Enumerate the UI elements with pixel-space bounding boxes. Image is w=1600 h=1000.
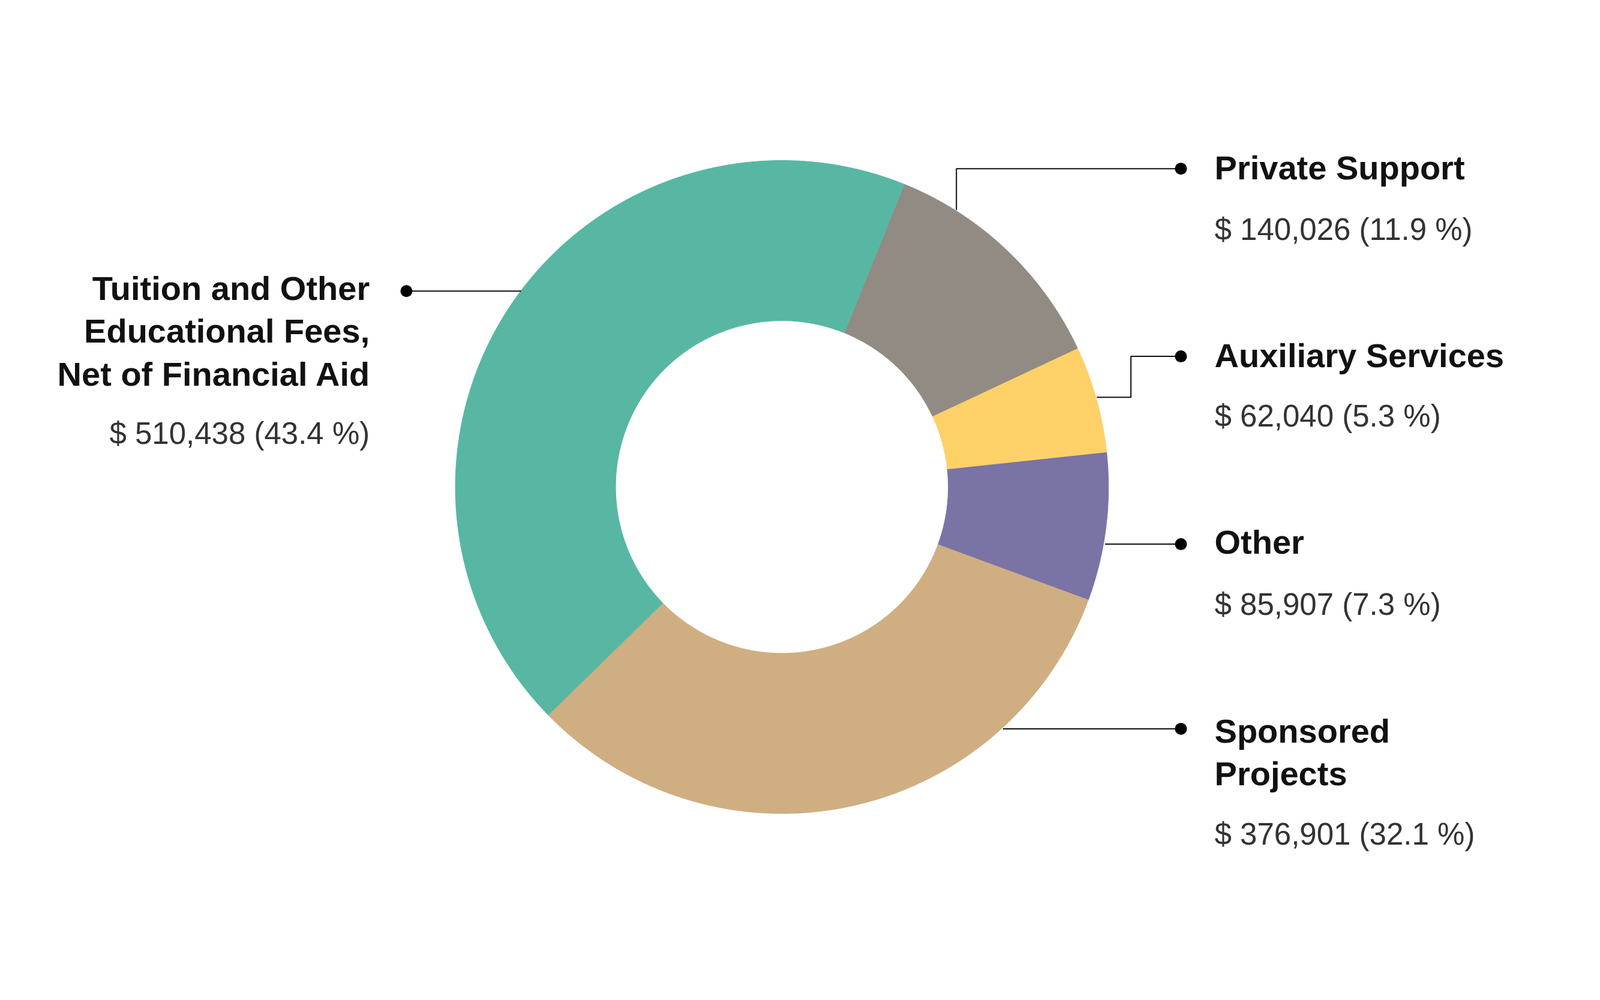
- svg-text:$ 376,901 (32.1 %): $ 376,901 (32.1 %): [1214, 817, 1476, 852]
- svg-text:Projects: Projects: [1214, 754, 1348, 793]
- svg-text:Other: Other: [1214, 523, 1305, 561]
- svg-text:Private Support: Private Support: [1214, 148, 1466, 187]
- svg-text:Auxiliary Services: Auxiliary Services: [1214, 336, 1505, 375]
- svg-text:Educational Fees,: Educational Fees,: [83, 311, 370, 350]
- svg-text:$ 140,026 (11.9 %): $ 140,026 (11.9 %): [1214, 212, 1473, 247]
- svg-text:$ 510,438 (43.4 %): $ 510,438 (43.4 %): [109, 416, 370, 451]
- svg-text:Sponsored: Sponsored: [1214, 712, 1391, 750]
- svg-text:Net of Financial Aid: Net of Financial Aid: [57, 355, 371, 393]
- svg-text:Tuition and Other: Tuition and Other: [92, 269, 370, 308]
- svg-text:$ 85,907 (7.3 %): $ 85,907 (7.3 %): [1214, 587, 1442, 622]
- svg-text:$ 62,040 (5.3 %): $ 62,040 (5.3 %): [1214, 398, 1442, 434]
